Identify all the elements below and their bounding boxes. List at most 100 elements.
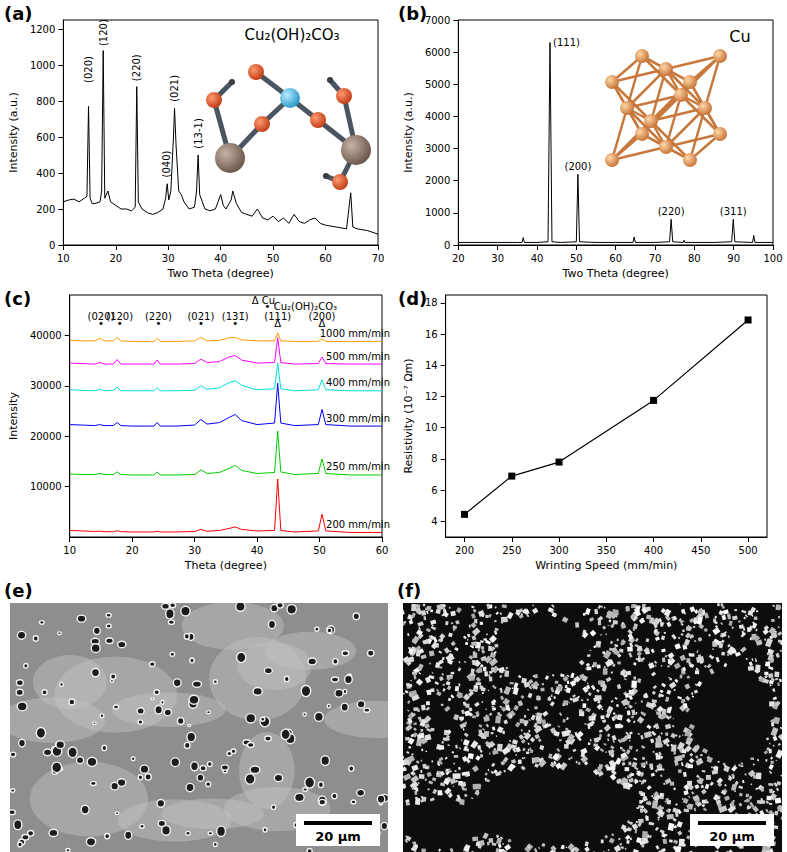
- svg-text:60: 60: [609, 253, 622, 264]
- svg-text:20: 20: [109, 253, 122, 264]
- svg-text:(e): (e): [4, 580, 33, 601]
- svg-text:7000: 7000: [425, 15, 450, 26]
- svg-text:(b): (b): [398, 3, 427, 24]
- svg-text:(13-1): (13-1): [193, 118, 204, 149]
- svg-text:(311): (311): [720, 206, 747, 217]
- svg-text:8: 8: [431, 453, 437, 464]
- svg-text:1000 mm/min: 1000 mm/min: [320, 328, 390, 339]
- svg-text:Cu: Cu: [729, 27, 750, 46]
- svg-text:Intensity (a.u.): Intensity (a.u.): [7, 92, 20, 173]
- svg-text:Cu₂(OH)₂CO₃: Cu₂(OH)₂CO₃: [244, 26, 339, 44]
- svg-text:20: 20: [452, 253, 465, 264]
- svg-text:450: 450: [691, 545, 710, 556]
- svg-text:800: 800: [36, 96, 55, 107]
- svg-text:200: 200: [36, 204, 55, 215]
- svg-text:200: 200: [455, 545, 474, 556]
- svg-text:400: 400: [644, 545, 663, 556]
- svg-text:(021): (021): [169, 75, 180, 102]
- svg-text:50: 50: [267, 253, 280, 264]
- svg-text:4000: 4000: [425, 111, 450, 122]
- svg-text:0: 0: [49, 240, 55, 251]
- svg-text:400: 400: [36, 168, 55, 179]
- svg-text:(220): (220): [658, 206, 685, 217]
- svg-text:•: •: [155, 318, 161, 329]
- svg-text:Resistivity (10⁻⁷ Ωm): Resistivity (10⁻⁷ Ωm): [402, 358, 415, 473]
- svg-text:2000: 2000: [425, 175, 450, 186]
- svg-text:1000: 1000: [425, 207, 450, 218]
- svg-text:Intensity (a.u.): Intensity (a.u.): [402, 92, 415, 173]
- svg-text:20: 20: [126, 545, 139, 556]
- svg-text:80: 80: [688, 253, 701, 264]
- svg-text:10: 10: [57, 253, 70, 264]
- svg-text:•: •: [232, 318, 238, 329]
- svg-text:20 µm: 20 µm: [315, 829, 361, 844]
- svg-text:10000: 10000: [30, 481, 62, 492]
- svg-text:0: 0: [444, 240, 450, 251]
- svg-text:6000: 6000: [425, 47, 450, 58]
- svg-text:Intensity: Intensity: [7, 392, 20, 440]
- svg-text:1000: 1000: [30, 60, 55, 71]
- svg-text:3000: 3000: [425, 143, 450, 154]
- svg-text:(111): (111): [553, 37, 580, 48]
- svg-text:(d): (d): [398, 288, 427, 309]
- svg-text:30: 30: [162, 253, 175, 264]
- svg-text:40: 40: [531, 253, 544, 264]
- svg-text:70: 70: [372, 253, 385, 264]
- svg-text:250 mm/min: 250 mm/min: [326, 461, 390, 472]
- svg-text:400 mm/min: 400 mm/min: [326, 377, 390, 388]
- svg-text:40: 40: [251, 545, 264, 556]
- svg-text:300: 300: [550, 545, 569, 556]
- svg-text:300 mm/min: 300 mm/min: [326, 413, 390, 424]
- svg-text:500: 500: [739, 545, 758, 556]
- svg-text:•: •: [117, 318, 123, 329]
- svg-text:(f): (f): [397, 580, 421, 601]
- svg-text:(020): (020): [83, 56, 94, 83]
- svg-text:Wrinting Speed (mm/min): Wrinting Speed (mm/min): [535, 559, 677, 572]
- svg-text:12: 12: [425, 391, 438, 402]
- svg-text:200 mm/min: 200 mm/min: [326, 519, 390, 530]
- svg-text:40: 40: [214, 253, 227, 264]
- svg-text:Two Theta (degree): Two Theta (degree): [562, 267, 669, 280]
- svg-text:10: 10: [425, 422, 438, 433]
- svg-text:70: 70: [649, 253, 662, 264]
- svg-text:40000: 40000: [30, 330, 62, 341]
- svg-text:250: 250: [502, 545, 521, 556]
- svg-text:Δ: Δ: [319, 318, 326, 329]
- svg-text:•: •: [98, 318, 104, 329]
- svg-text:4: 4: [431, 516, 437, 527]
- svg-text:20000: 20000: [30, 431, 62, 442]
- svg-text:20 µm: 20 µm: [709, 829, 755, 844]
- svg-text:• Cu₂(OH)₂CO₃: • Cu₂(OH)₂CO₃: [264, 301, 337, 313]
- svg-text:5000: 5000: [425, 79, 450, 90]
- svg-text:18: 18: [425, 297, 438, 308]
- svg-text:(200): (200): [564, 161, 591, 172]
- svg-text:Two Theta (degree): Two Theta (degree): [167, 267, 274, 280]
- svg-text:60: 60: [319, 253, 332, 264]
- svg-text:(a): (a): [4, 3, 33, 24]
- svg-text:(120): (120): [106, 310, 134, 322]
- svg-text:50: 50: [313, 545, 326, 556]
- svg-text:(c): (c): [4, 288, 31, 309]
- svg-text:(120): (120): [98, 19, 109, 46]
- svg-text:50: 50: [570, 253, 583, 264]
- svg-text:6: 6: [431, 485, 437, 496]
- svg-text:30: 30: [491, 253, 504, 264]
- svg-text:90: 90: [727, 253, 740, 264]
- svg-text:Theta (degree): Theta (degree): [184, 559, 267, 572]
- svg-text:Δ: Δ: [274, 318, 281, 329]
- svg-text:30000: 30000: [30, 380, 62, 391]
- svg-text:(040): (040): [161, 150, 172, 177]
- svg-text:(220): (220): [131, 54, 142, 81]
- svg-text:600: 600: [36, 132, 55, 143]
- svg-text:Δ Cu: Δ Cu: [251, 294, 275, 306]
- svg-text:30: 30: [188, 545, 201, 556]
- svg-text:1200: 1200: [30, 24, 55, 35]
- svg-text:350: 350: [597, 545, 616, 556]
- svg-text:14: 14: [425, 360, 438, 371]
- svg-text:•: •: [198, 318, 204, 329]
- svg-text:100: 100: [763, 253, 782, 264]
- svg-text:10: 10: [63, 545, 76, 556]
- svg-text:500 mm/min: 500 mm/min: [326, 351, 390, 362]
- svg-text:16: 16: [425, 329, 438, 340]
- svg-text:60: 60: [376, 545, 389, 556]
